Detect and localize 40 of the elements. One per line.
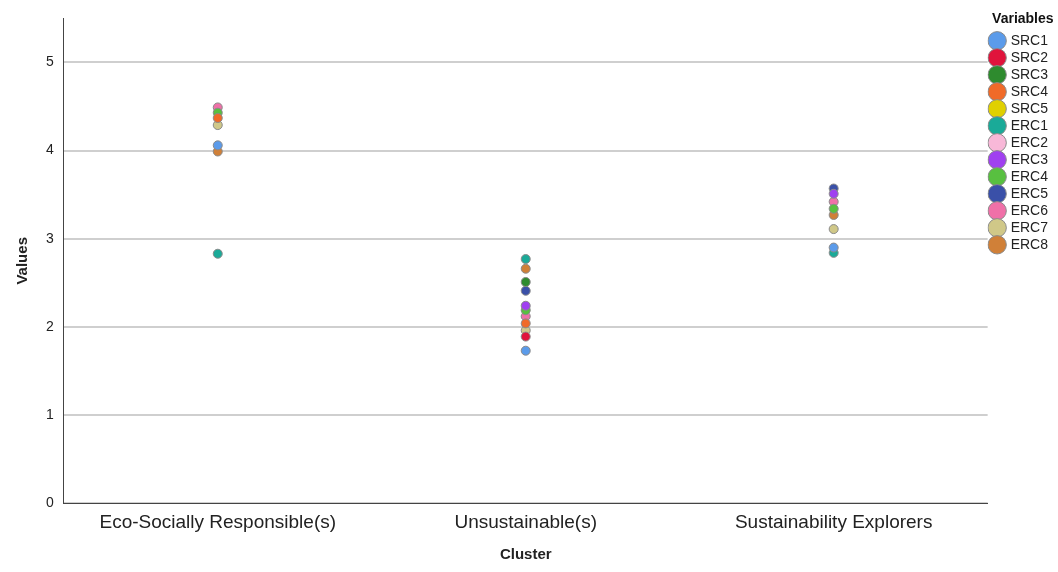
legend-label: ERC2 — [1010, 133, 1049, 150]
legend-label: SRC4 — [1010, 82, 1049, 99]
point — [828, 242, 839, 253]
legend-title: Variables — [992, 9, 1054, 26]
point — [520, 254, 531, 265]
legend-label: SRC3 — [1010, 65, 1049, 82]
point — [520, 263, 531, 274]
y-tick-label: 1 — [45, 405, 54, 422]
legend-label: ERC4 — [1010, 167, 1049, 184]
legend-label: ERC7 — [1010, 218, 1049, 235]
y-tick-label: 5 — [45, 53, 54, 70]
legend-label: ERC3 — [1010, 150, 1049, 167]
point — [212, 140, 223, 151]
point — [520, 285, 531, 296]
x-axis-title: Cluster — [499, 545, 552, 563]
point — [520, 318, 531, 329]
y-tick-label: 4 — [45, 141, 54, 158]
point — [828, 188, 839, 199]
point — [520, 345, 531, 356]
point — [520, 331, 531, 342]
legend-label: ERC5 — [1010, 184, 1049, 201]
legend-label: ERC8 — [1010, 235, 1049, 252]
y-tick-label: 2 — [45, 317, 54, 334]
point — [212, 113, 223, 123]
legend-label: ERC1 — [1010, 116, 1049, 133]
x-tick-label: Sustainability Explorers — [734, 510, 933, 532]
x-tick-label: Eco-Socially Responsible(s) — [99, 510, 337, 532]
point — [828, 224, 839, 235]
point — [828, 203, 839, 214]
y-tick-label: 3 — [45, 229, 54, 246]
legend-label: SRC1 — [1010, 31, 1049, 48]
y-axis-title: Values — [13, 237, 31, 285]
point — [212, 248, 223, 259]
legend-label: ERC6 — [1010, 201, 1049, 218]
x-tick-label: Unsustainable(s) — [454, 510, 598, 532]
legend-label: SRC5 — [1010, 99, 1049, 116]
point — [520, 300, 531, 311]
legend-label: SRC2 — [1010, 48, 1049, 65]
point — [520, 276, 531, 287]
y-tick-label: 0 — [45, 494, 54, 511]
